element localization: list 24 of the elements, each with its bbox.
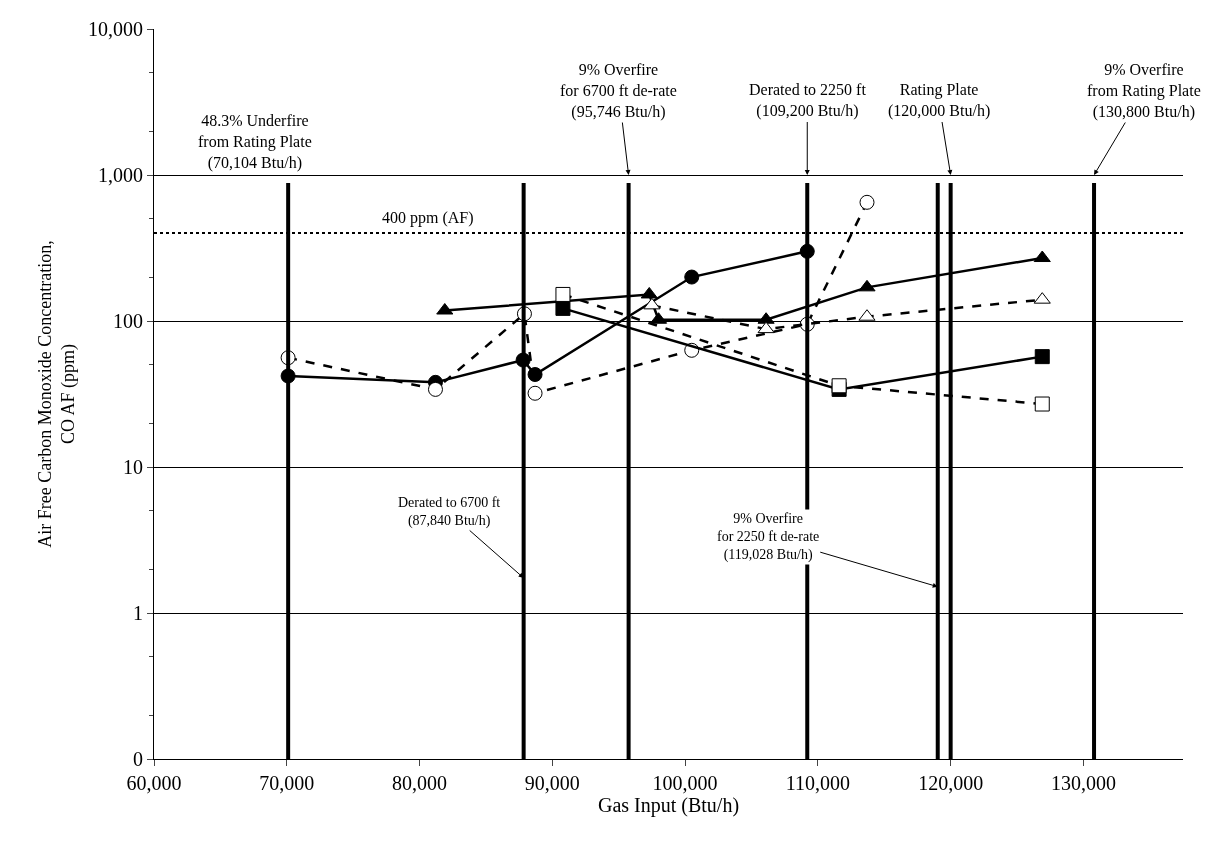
x-tick-label: 70,000 xyxy=(259,772,315,794)
x-tick-label: 100,000 xyxy=(652,772,718,794)
x-tick-label: 80,000 xyxy=(392,772,448,794)
y-tick-label: 100 xyxy=(113,310,143,332)
y-tick-label: 1,000 xyxy=(98,164,143,186)
ref-line-label: 9% Overfire for 2250 ft de-rate (119,028 Btu/h) xyxy=(717,511,820,564)
ref-line-label: 48.3% Underfire from Rating Plate (70,104 Btu/h) xyxy=(198,112,312,172)
x-axis-title: Gas Input (Btu/h) xyxy=(597,794,740,817)
ref-line-label: Rating Plate (120,000 Btu/h) xyxy=(888,81,991,120)
y-tick-label: 1 xyxy=(133,602,143,624)
x-tick-label: 60,000 xyxy=(126,772,182,794)
ref-line-label: 9% Overfire for 6700 ft de-rate (95,746 Btu/h) xyxy=(560,61,677,121)
ref-line-label: Derated to 2250 ft (109,200 Btu/h) xyxy=(749,81,867,120)
x-tick-label: 90,000 xyxy=(524,772,580,794)
y-tick-label: 10 xyxy=(123,456,143,478)
ref-line-label: Derated to 6700 ft (87,840 Btu/h) xyxy=(398,495,501,530)
ref-line-label: 9% Overfire from Rating Plate (130,800 Btu/h) xyxy=(1087,61,1201,121)
y-tick-label: 10,000 xyxy=(88,18,143,40)
x-tick-label: 120,000 xyxy=(918,772,984,794)
y-tick-label: 0 xyxy=(133,748,143,770)
x-tick-label: 110,000 xyxy=(785,772,850,794)
ref-line-label: 400 ppm (AF) xyxy=(382,209,474,227)
x-tick-label: 130,000 xyxy=(1050,772,1116,794)
y-axis-title: Air Free Carbon Monoxide Concentration, CO AF (ppm) xyxy=(34,240,80,548)
